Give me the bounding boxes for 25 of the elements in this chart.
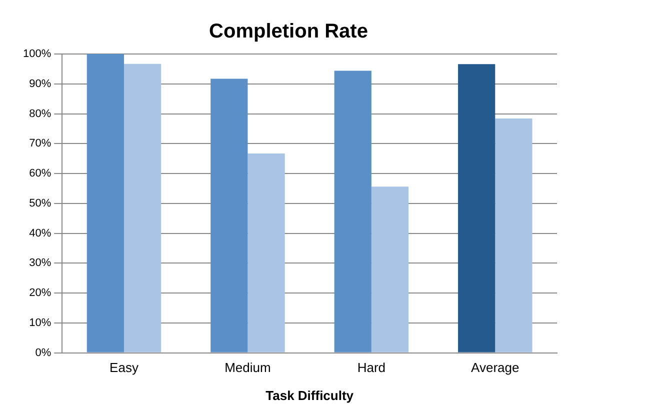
y-tick-label: 0% <box>35 346 52 359</box>
x-tick-label: Medium <box>224 360 271 376</box>
x-tick-label: Average <box>471 360 520 376</box>
y-tick-label: 50% <box>29 197 52 210</box>
bar <box>210 78 248 352</box>
x-axis-title: Task Difficulty <box>266 388 354 403</box>
bar <box>371 186 409 352</box>
chart-title: Completion Rate <box>209 20 368 43</box>
x-tick-label: Hard <box>357 360 386 376</box>
y-tick-label: 40% <box>29 227 52 240</box>
bar <box>86 54 124 352</box>
y-tick-label: 70% <box>29 138 52 150</box>
y-tick-label: 10% <box>29 316 52 329</box>
y-tick-label: 90% <box>29 78 52 90</box>
bar <box>124 64 162 352</box>
y-tick-label: 80% <box>29 108 52 120</box>
bar <box>334 70 372 352</box>
bar <box>458 64 496 352</box>
y-tick-label: 20% <box>29 287 52 300</box>
bar <box>248 154 285 352</box>
bar <box>495 118 532 352</box>
x-tick-label: Easy <box>110 360 139 376</box>
y-tick-label: 30% <box>29 257 52 270</box>
y-tick-label: 100% <box>22 48 52 60</box>
y-tick-label: 60% <box>29 168 52 180</box>
